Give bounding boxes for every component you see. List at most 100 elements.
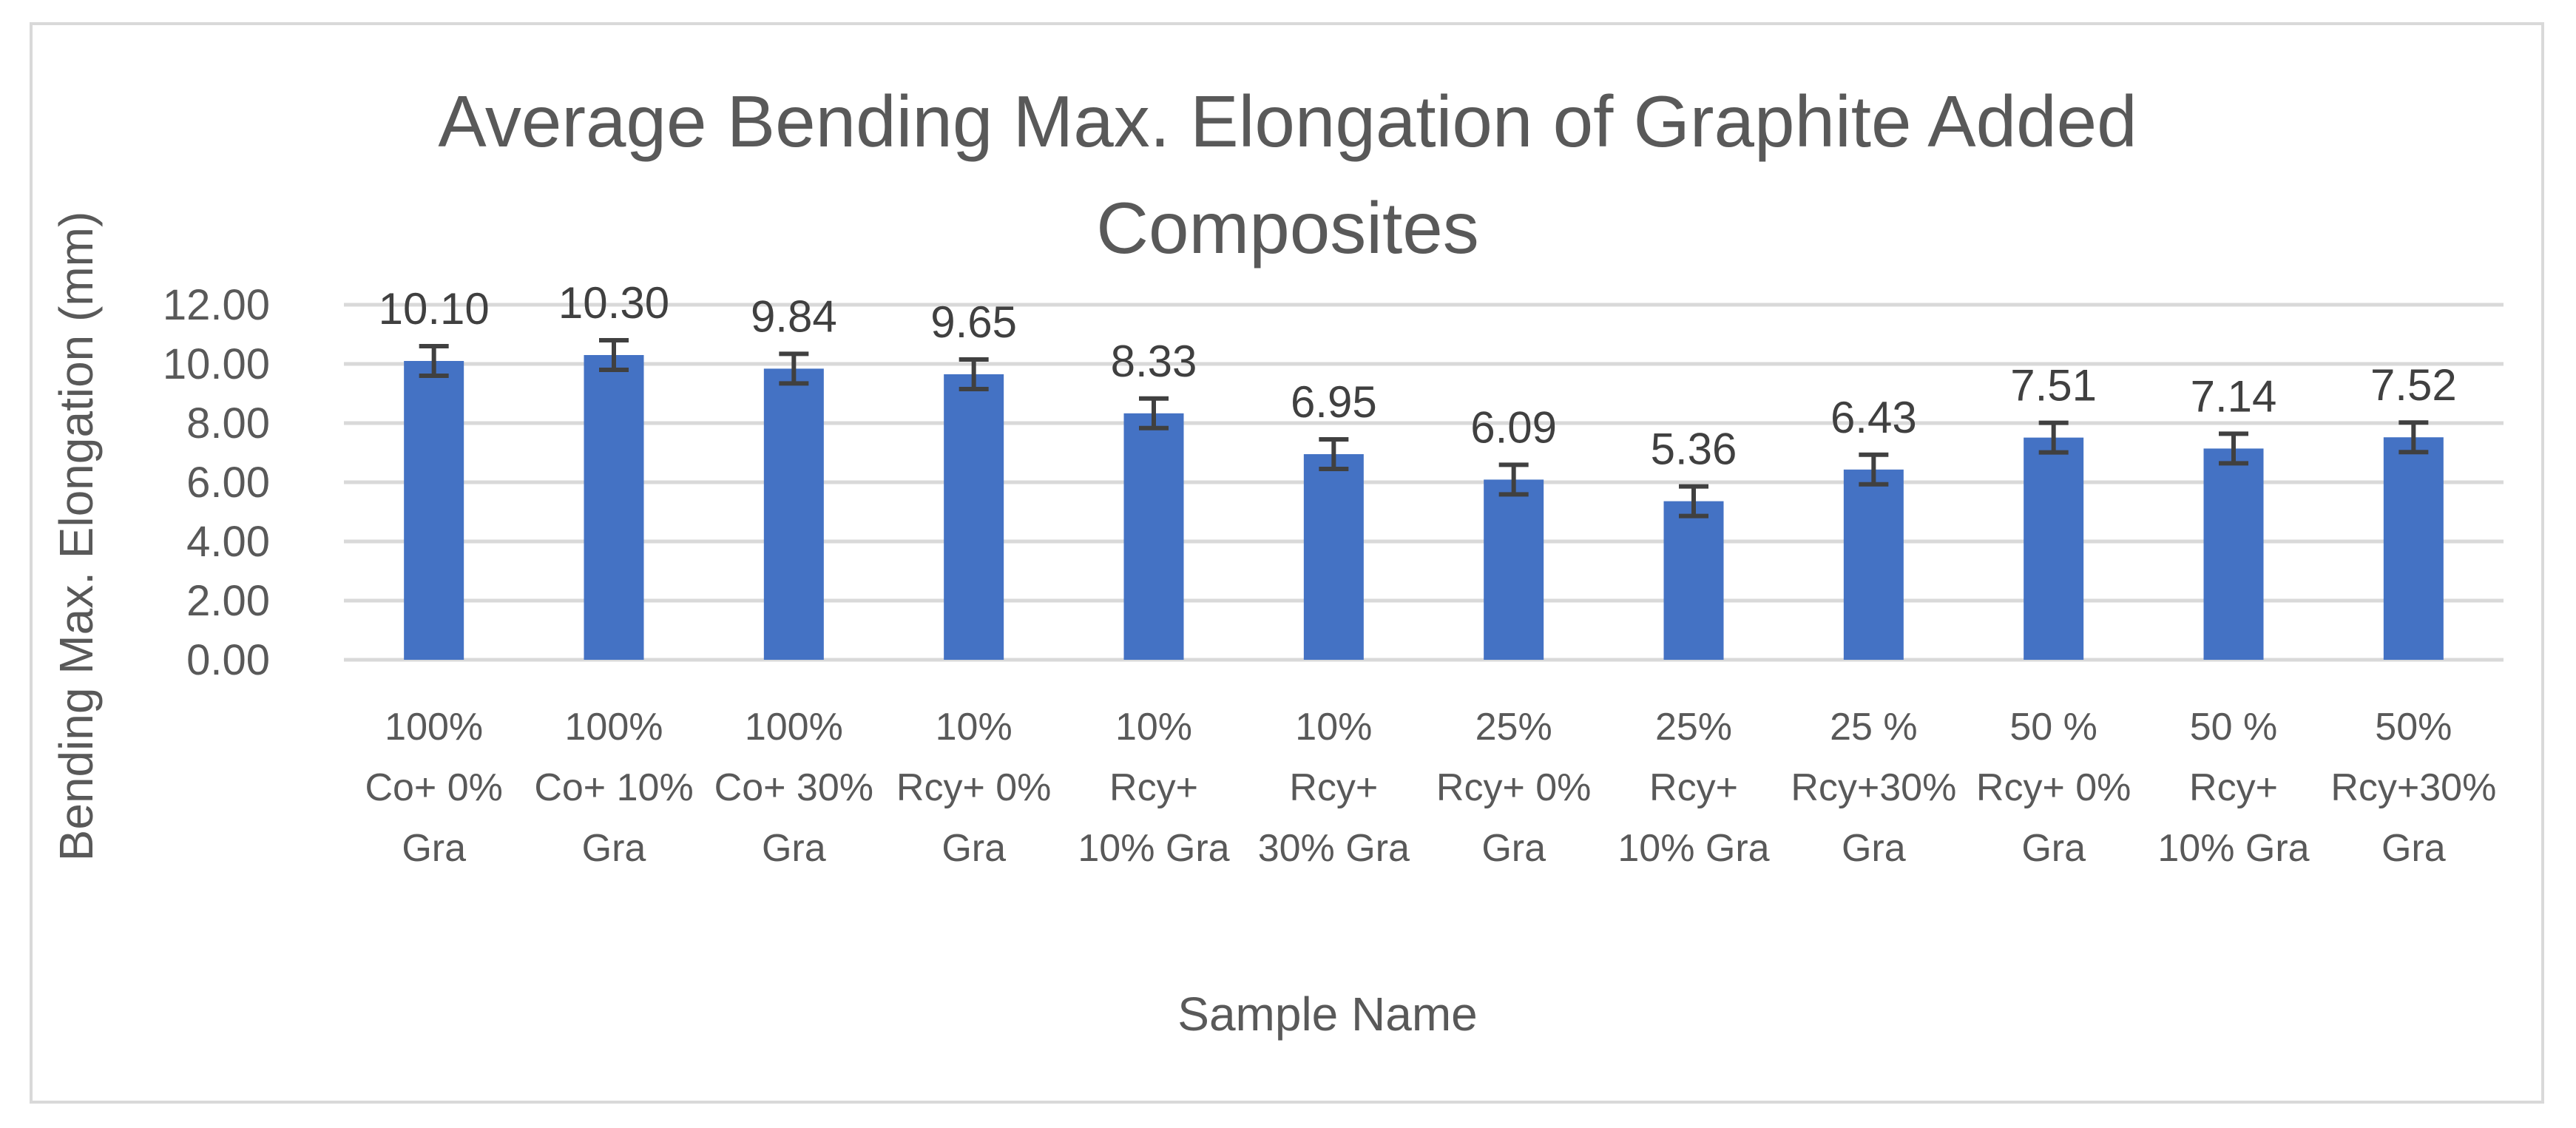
x-tick-label-8-line-2: Gra xyxy=(1842,827,1906,870)
x-tick-label-10-line-1: Rcy+ xyxy=(2189,766,2278,809)
data-label-8: 6.43 xyxy=(1830,393,1917,442)
y-tick-label-3: 6.00 xyxy=(186,459,270,507)
x-tick-label-5: 10% Rcy+ 30% Gra xyxy=(1258,706,1410,870)
x-tick-label-10-line-0: 50 % xyxy=(2190,706,2278,749)
x-tick-label-11-line-1: Rcy+30% xyxy=(2330,766,2496,809)
x-tick-label-0-line-1: Co+ 0% xyxy=(365,766,502,809)
y-tick-label-5: 10.00 xyxy=(163,340,270,388)
x-tick-label-9-line-0: 50 % xyxy=(2009,706,2097,749)
x-tick-label-6-line-2: Gra xyxy=(1481,827,1546,870)
bar-2 xyxy=(763,368,824,660)
x-tick-label-5-line-1: Rcy+ xyxy=(1289,766,1378,809)
x-tick-label-6: 25% Rcy+ 0% Gra xyxy=(1436,706,1592,870)
data-label-3: 9.65 xyxy=(930,297,1017,347)
x-tick-label-9-line-1: Rcy+ 0% xyxy=(1976,766,2132,809)
bar-9 xyxy=(2024,437,2084,660)
x-tick-label-5-line-0: 10% xyxy=(1295,706,1372,749)
x-tick-label-11-line-0: 50% xyxy=(2375,706,2452,749)
data-label-6: 6.09 xyxy=(1470,402,1557,452)
x-tick-label-1-line-2: Gra xyxy=(582,827,646,870)
x-tick-label-9: 50 % Rcy+ 0% Gra xyxy=(1976,706,2132,870)
error-bar-0 xyxy=(419,344,449,378)
x-tick-label-3-line-0: 10% xyxy=(936,706,1013,749)
error-bar-11 xyxy=(2398,420,2429,455)
y-tick-label-0: 0.00 xyxy=(186,636,270,684)
bar-3 xyxy=(944,374,1004,660)
y-tick-label-2: 4.00 xyxy=(186,518,270,566)
x-tick-label-3: 10% Rcy+ 0% Gra xyxy=(896,706,1052,870)
bar-7 xyxy=(1663,501,1724,660)
data-label-9: 7.51 xyxy=(2010,361,2097,411)
bar-10 xyxy=(2203,448,2264,660)
error-bar-8 xyxy=(1859,452,1889,487)
gridlines xyxy=(344,303,2504,662)
x-tick-label-3-line-2: Gra xyxy=(942,827,1006,870)
data-labels: 10.10 10.30 9.84 9.65 8.33 6.95 6.09 5.36 6.43 7.… xyxy=(379,278,2457,474)
bar-5 xyxy=(1303,454,1364,660)
x-tick-label-1-line-1: Co+ 10% xyxy=(534,766,693,809)
x-tick-label-4-line-0: 10% xyxy=(1115,706,1192,749)
chart-title-line-2: Composites xyxy=(1096,187,1478,269)
x-tick-label-2-line-1: Co+ 30% xyxy=(714,766,873,809)
x-tick-label-6-line-0: 25% xyxy=(1475,706,1552,749)
y-axis-title: Bending Max. Elongation (mm) xyxy=(50,212,103,862)
data-label-11: 7.52 xyxy=(2370,360,2457,410)
error-bar-4 xyxy=(1139,396,1169,430)
data-label-10: 7.14 xyxy=(2191,371,2277,421)
error-bars xyxy=(419,338,2429,519)
y-tick-label-6: 12.00 xyxy=(163,281,270,329)
data-label-7: 5.36 xyxy=(1651,425,1737,474)
error-bar-3 xyxy=(959,357,989,391)
x-tick-label-7-line-2: 10% Gra xyxy=(1617,827,1769,870)
x-tick-label-11-line-2: Gra xyxy=(2381,827,2446,870)
x-tick-label-0-line-0: 100% xyxy=(385,706,483,749)
x-tick-label-8: 25 % Rcy+30% Gra xyxy=(1791,706,1956,870)
x-tick-label-5-line-2: 30% Gra xyxy=(1258,827,1410,870)
error-bar-2 xyxy=(779,351,809,386)
x-tick-label-10: 50 % Rcy+ 10% Gra xyxy=(2157,706,2309,870)
x-tick-label-4: 10% Rcy+ 10% Gra xyxy=(1078,706,1229,870)
x-tick-label-8-line-1: Rcy+30% xyxy=(1791,766,1956,809)
x-tick-label-2: 100% Co+ 30% Gra xyxy=(714,706,873,870)
y-tick-label-4: 8.00 xyxy=(186,399,270,448)
bars xyxy=(404,355,2444,660)
y-axis-tick-labels: 0.00 2.00 4.00 6.00 8.00 10.00 12.00 xyxy=(163,281,270,684)
error-bar-10 xyxy=(2219,431,2248,466)
data-label-1: 10.30 xyxy=(558,278,669,328)
x-tick-label-2-line-0: 100% xyxy=(745,706,843,749)
error-bar-7 xyxy=(1679,484,1708,519)
error-bar-9 xyxy=(2038,420,2069,455)
x-tick-label-4-line-2: 10% Gra xyxy=(1078,827,1229,870)
x-tick-label-6-line-1: Rcy+ 0% xyxy=(1436,766,1592,809)
x-tick-label-1: 100% Co+ 10% Gra xyxy=(534,706,693,870)
x-tick-label-10-line-2: 10% Gra xyxy=(2157,827,2309,870)
data-label-5: 6.95 xyxy=(1291,377,1377,427)
x-tick-label-0: 100% Co+ 0% Gra xyxy=(365,706,502,870)
bar-0 xyxy=(404,361,464,660)
data-label-4: 8.33 xyxy=(1111,337,1197,386)
x-axis-title: Sample Name xyxy=(1177,987,1478,1041)
x-tick-label-11: 50% Rcy+30% Gra xyxy=(2330,706,2496,870)
error-bar-5 xyxy=(1319,437,1349,471)
x-tick-label-7-line-1: Rcy+ xyxy=(1649,766,1738,809)
bar-6 xyxy=(1484,479,1544,660)
bar-11 xyxy=(2383,437,2444,660)
data-label-0: 10.10 xyxy=(379,284,490,334)
x-tick-label-2-line-2: Gra xyxy=(762,827,826,870)
x-tick-label-9-line-2: Gra xyxy=(2021,827,2086,870)
x-axis-category-labels: 100% Co+ 0% Gra 100% Co+ 10% Gra 100% Co+ 30% Gr… xyxy=(365,706,2496,870)
error-bar-6 xyxy=(1498,462,1529,497)
bar-1 xyxy=(584,355,644,660)
x-tick-label-3-line-1: Rcy+ 0% xyxy=(896,766,1052,809)
chart-title-line-1: Average Bending Max. Elongation of Graph… xyxy=(438,81,2137,162)
x-tick-label-7-line-0: 25% xyxy=(1655,706,1732,749)
bar-4 xyxy=(1123,413,1184,660)
x-tick-label-4-line-1: Rcy+ xyxy=(1109,766,1198,809)
x-tick-label-0-line-2: Gra xyxy=(402,827,466,870)
x-tick-label-7: 25% Rcy+ 10% Gra xyxy=(1617,706,1769,870)
error-bar-1 xyxy=(599,338,629,372)
y-tick-label-1: 2.00 xyxy=(186,577,270,625)
x-tick-label-1-line-0: 100% xyxy=(565,706,663,749)
bar-8 xyxy=(1843,469,1904,660)
